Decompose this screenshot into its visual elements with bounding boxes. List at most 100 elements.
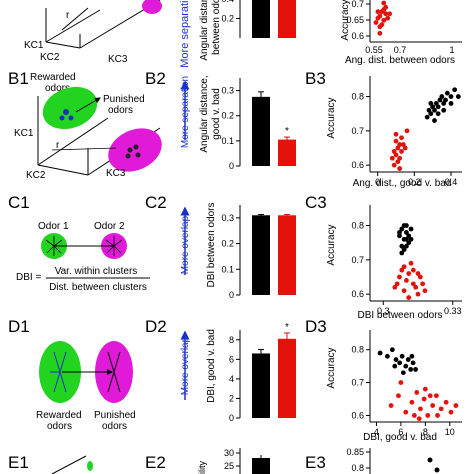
c2-panel-label: C2	[145, 193, 167, 212]
c3-ytick-label: 0.6	[351, 289, 364, 299]
c2-ytick-label: 0.1	[221, 264, 234, 274]
c3-point-black	[401, 247, 407, 252]
a3-point-red	[379, 22, 385, 28]
b3-ylabel: Accuracy	[326, 97, 337, 138]
a2-ytick-label: 0.2	[221, 13, 234, 23]
d3-point-red	[435, 413, 440, 418]
a2-ylabel-2: between odors	[211, 0, 222, 55]
b2-ytick-label: 0.2	[221, 111, 234, 121]
d3-point-black	[393, 357, 399, 362]
row-d: D1 D2 D3 Rewarded odors Punished odors M…	[8, 317, 462, 443]
b2-ytick-label: 0.1	[221, 136, 234, 146]
chart-b3: 0.8 0.7 0.6 0 0.2 0.4	[351, 76, 462, 187]
a3-point-red	[385, 15, 391, 21]
c3-point-black	[404, 243, 409, 249]
d2-ytick-label: 0	[229, 413, 234, 423]
d3-point-red	[418, 406, 423, 412]
c3-point-red	[401, 264, 407, 270]
b3-xtick-label: 0.2	[408, 177, 421, 187]
c1-clusters	[41, 233, 127, 259]
e1-panel-label: E1	[8, 453, 29, 472]
b3-point-black	[435, 104, 441, 110]
d2-ytick-label: 4	[229, 374, 234, 384]
c2-bar-black	[252, 215, 270, 295]
d3-point-red	[443, 399, 449, 405]
d3-point-black	[397, 360, 403, 366]
d3-point-black	[385, 353, 390, 359]
d2-ylabel: DBI, good v. bad	[206, 329, 217, 403]
b3-point-black	[444, 90, 450, 96]
a3-xlabel: Ang. dist. between odors	[345, 55, 455, 66]
b3-point-red	[393, 138, 399, 144]
b3-point-red	[393, 152, 399, 158]
c3-point-red	[420, 281, 426, 287]
c3-point-black	[408, 236, 414, 242]
row-b: B1 B2 B3 Rewarded odors Punished odors K…	[8, 69, 462, 189]
e2-ylabel: ility	[197, 461, 207, 474]
a3-point-red	[373, 20, 379, 25]
chart-c3: 0.8 0.7 0.6 0.3 0.33	[351, 205, 462, 316]
b1-kc2-label: KC2	[26, 170, 46, 181]
b2-bar-black	[252, 96, 270, 166]
d3-point-black	[392, 363, 398, 369]
b3-point-black	[432, 107, 437, 113]
b2-bar-red	[278, 139, 296, 166]
a3-point-red	[377, 30, 383, 36]
b1-panel-label: B1	[8, 69, 29, 88]
c3-point-black	[397, 230, 402, 235]
c3-point-black	[399, 250, 405, 256]
b3-point-black	[452, 87, 458, 93]
c3-panel-label: C3	[305, 193, 327, 212]
c2-ytick-label: 0	[229, 290, 234, 300]
b1-cube-diagram: KC1 r KC2 KC3	[14, 86, 162, 181]
a2-arrow-text: More separation	[179, 0, 191, 68]
b3-point-black	[455, 94, 461, 99]
b3-point-black	[432, 118, 437, 123]
c2-ytick-label: 0.2	[221, 239, 234, 249]
a3-point-red	[381, 17, 387, 23]
e2-bar-black	[252, 458, 270, 474]
d3-point-black	[413, 367, 418, 372]
b3-point-red	[402, 145, 408, 151]
a3-ytick-label: 0.65	[346, 15, 364, 25]
chart-a2: 0.4 0.2	[221, 0, 296, 38]
d3-point-red	[422, 386, 428, 392]
c3-point-black	[404, 230, 409, 235]
e3-point	[434, 467, 440, 473]
e2-ytick-25: 25	[224, 461, 234, 471]
a3-xtick-label: 1	[449, 45, 454, 55]
d3-point-black	[410, 360, 416, 366]
d3-point-black	[400, 370, 406, 376]
d3-point-red	[430, 403, 436, 408]
b3-point-black	[428, 101, 434, 106]
a3-ytick-label: 0.6	[351, 31, 364, 41]
e3-point	[427, 457, 433, 463]
c3-point-red	[394, 281, 400, 287]
a3-ytick-label: 0.7	[351, 0, 364, 9]
c1-dbi-label: DBI =	[16, 272, 41, 283]
d3-xtick-label: 6	[398, 427, 403, 437]
d3-xtick-label: 8	[423, 427, 428, 437]
c1-dbi-numerator: Var. within clusters	[55, 266, 138, 277]
d2-bar-red	[278, 338, 296, 418]
d3-ytick-label: 0.6	[351, 410, 364, 420]
b3-xtick-label: 0	[375, 177, 380, 187]
b3-point-black	[435, 111, 441, 117]
c3-point-red	[415, 291, 421, 297]
b3-ytick-label: 0.6	[351, 160, 364, 170]
c3-point-red	[401, 288, 407, 294]
b2-arrow-text: More separation	[180, 76, 191, 148]
a2-ylabel-1: Angular distance,	[199, 0, 210, 61]
d3-point-black	[399, 353, 405, 359]
d3-point-black	[403, 363, 409, 369]
c3-point-red	[408, 260, 414, 266]
b3-xlabel: Ang. dist., good v. bad	[353, 178, 452, 189]
c3-point-red	[399, 267, 405, 273]
row-a: KC1 r KC2 KC3 More separation Angular di…	[24, 0, 462, 68]
row-c: C1 C2 C3 Odor 1 Odor 2 DBI = Var. within…	[8, 193, 462, 321]
chart-a3: 0.7 0.65 0.60.55 0.7 1	[346, 0, 462, 55]
d2-arrow-text: More overlap	[180, 336, 191, 395]
a2-ytick-label: 0.4	[221, 0, 234, 4]
d3-point-red	[427, 393, 433, 399]
e2-ytick-30: 30	[224, 448, 234, 458]
